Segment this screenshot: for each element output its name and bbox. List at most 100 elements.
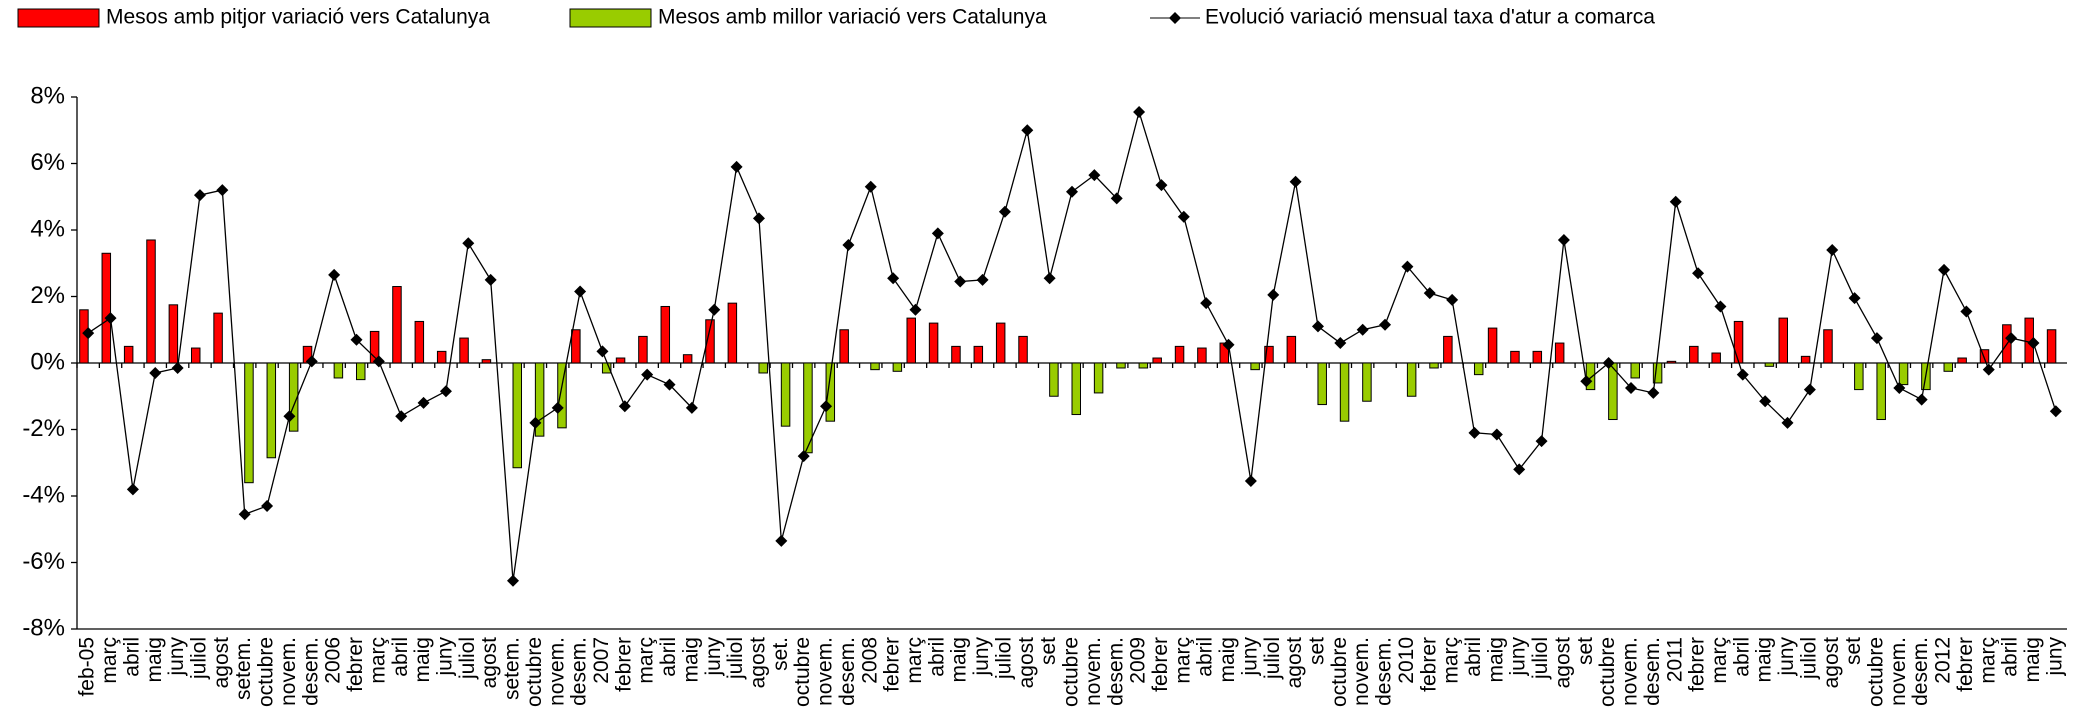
x-tick-label: juliol [992,637,1015,680]
line-marker [618,400,631,413]
bar [1116,362,1126,369]
line-marker [1200,297,1213,310]
bar [557,362,567,429]
bar [1554,342,1565,364]
bar [1666,360,1677,364]
line-marker [1267,288,1280,301]
x-tick-label: novem. [1887,637,1910,706]
x-tick-label: set [1306,637,1329,665]
x-tick-label: novem. [1082,637,1105,706]
line-marker [507,574,520,587]
bar [1876,362,1886,421]
bar [1443,335,1453,364]
line-marker [1021,124,1034,137]
line-marker [462,237,475,250]
x-tick-label: juliol [188,637,211,680]
x-tick-label: 2007 [590,637,613,684]
line-marker [350,333,363,346]
bar [1689,345,1699,364]
x-tick-label: abril [1999,637,2022,677]
x-tick-label: maig [679,637,702,683]
x-tick-label: març [1171,637,1194,684]
bar [1362,362,1372,402]
x-tick-label: novem. [545,637,568,706]
x-tick-label: juny [1238,637,1261,677]
y-tick-label: -8% [22,614,65,641]
bar [1406,362,1417,397]
line-marker [685,401,698,414]
bar [727,302,738,364]
x-tick-label: novem. [814,637,837,706]
bar [995,322,1006,364]
legend-label: Evolució variació mensual taxa d'atur a … [1205,6,1655,29]
x-tick-label: octubre [1060,637,1083,707]
y-tick-label: 6% [30,149,65,176]
x-tick-label: agost [1551,637,1574,689]
bar [1764,362,1775,367]
line-marker [171,361,184,374]
x-tick-label: març [98,637,121,684]
line-marker [2005,332,2018,345]
x-tick-label: maig [1216,637,1239,683]
x-tick-label: octubre [1596,637,1619,707]
line-marker [328,268,341,281]
x-tick-label: 2008 [858,637,881,684]
legend: Mesos amb pitjor variació vers Catalunya… [17,6,1655,29]
line-marker [976,273,989,286]
bar [459,337,469,364]
x-tick-label: juny [2043,637,2066,677]
line-marker [1289,175,1302,188]
x-tick-label: maig [1484,637,1507,683]
line-marker [1244,475,1257,488]
line-marker [104,312,117,325]
bar [1071,362,1081,416]
bar [512,362,523,469]
line-marker [1334,337,1347,350]
x-tick-label: març [1976,637,1999,684]
y-tick-label: 4% [30,215,65,242]
line [87,109,2057,581]
line-marker [2027,337,2040,350]
bar [951,345,961,364]
x-tick-label: abril [1730,637,1753,677]
x-tick-label: maig [948,637,971,683]
line-marker [1133,105,1146,118]
bar [1429,362,1439,369]
bar [1652,362,1663,384]
x-tick-label: juliol [1529,637,1552,680]
x-tick-label: març [1708,637,1731,684]
x-tick-label: octubre [1864,637,1887,707]
x-tick-label: 2010 [1395,637,1418,684]
x-tick-label: agost [210,637,233,689]
line-marker [1848,292,1861,305]
line-marker [216,184,229,197]
line-marker [1356,323,1369,336]
x-tick-label: setem. [232,637,255,700]
y-tick-label: -4% [22,481,65,508]
legend-swatch [569,8,652,28]
x-tick-label: març [635,637,658,684]
line-marker [82,327,95,340]
line-marker [1803,383,1816,396]
bar [1711,352,1721,364]
x-tick-label: maig [1753,637,1776,683]
bar [1339,362,1350,422]
bar [803,362,813,454]
line-marker [1557,233,1570,246]
line-marker [1870,332,1883,345]
x-tick-label: març [366,637,389,684]
line-marker [1155,179,1168,192]
x-tick-label: maig [2021,637,2044,683]
line-marker [551,401,564,414]
bar [146,239,156,364]
line-marker [1669,195,1682,208]
line-marker [238,508,251,521]
line-marker [1714,300,1727,313]
bar [906,317,916,364]
x-tick-label: abril [1194,637,1217,677]
bar [682,354,693,364]
line-marker [395,410,408,423]
bar [1197,347,1207,364]
bar [571,329,581,364]
